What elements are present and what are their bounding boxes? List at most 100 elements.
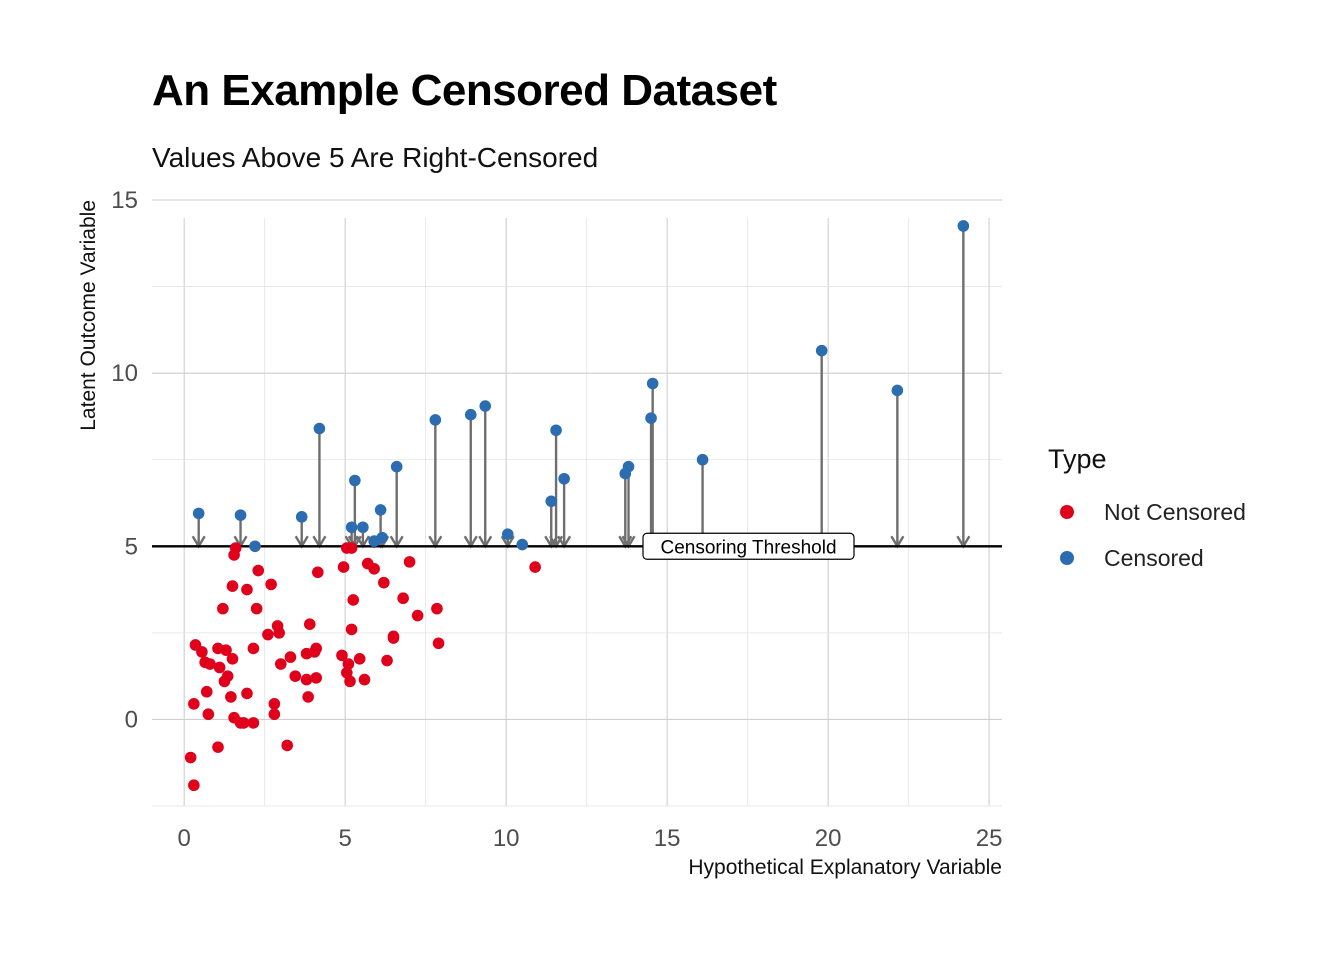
point-censored	[390, 460, 403, 473]
point-not-censored	[262, 628, 274, 641]
legend-title: Type	[1048, 444, 1107, 474]
y-tick-label: 5	[125, 533, 138, 560]
point-not-censored	[229, 542, 242, 554]
point-not-censored	[200, 685, 213, 698]
point-not-censored	[212, 741, 224, 753]
point-censored	[891, 384, 904, 397]
y-tick-label: 15	[111, 187, 138, 214]
legend-label-not-censored: Not Censored	[1104, 498, 1246, 525]
point-censored	[295, 511, 308, 523]
point-not-censored	[217, 602, 229, 615]
point-not-censored	[252, 564, 265, 577]
x-tick-label: 0	[178, 825, 191, 852]
point-censored	[249, 540, 261, 553]
legend-item-not-censored: Not Censored	[1060, 497, 1246, 527]
point-censored	[234, 509, 247, 521]
point-not-censored	[432, 637, 445, 650]
y-tick-label: 0	[125, 706, 138, 733]
point-censored	[645, 412, 657, 424]
point-censored	[345, 521, 358, 534]
point-not-censored	[358, 673, 371, 686]
point-not-censored	[250, 602, 263, 615]
point-not-censored	[237, 717, 250, 729]
point-censored	[429, 414, 442, 426]
point-not-censored	[345, 623, 358, 636]
point-not-censored	[184, 751, 197, 764]
point-not-censored	[284, 651, 297, 663]
point-censored	[501, 528, 514, 540]
point-not-censored	[411, 609, 424, 622]
point-not-censored	[221, 670, 234, 682]
grid-lines	[152, 199, 1002, 807]
point-not-censored	[196, 646, 208, 658]
point-not-censored	[188, 698, 200, 710]
point-not-censored	[265, 578, 277, 591]
axes: 0 5 10 15 20 25 0 5 10 15 Hypothetical Explanatory…	[77, 187, 1002, 879]
legend-label-censored: Censored	[1104, 544, 1204, 571]
point-censored	[349, 474, 361, 487]
point-not-censored	[368, 562, 380, 575]
point-censored	[815, 344, 828, 357]
point-censored	[479, 400, 492, 412]
y-tick-label: 10	[111, 360, 138, 387]
point-censored	[696, 453, 709, 466]
chart-subtitle: Values Above 5 Are Right-Censored	[152, 142, 599, 173]
point-not-censored	[312, 566, 324, 579]
point-not-censored	[225, 691, 237, 703]
x-tick-label: 10	[493, 825, 520, 852]
point-not-censored	[281, 739, 294, 752]
point-not-censored	[300, 673, 313, 686]
point-censored	[545, 495, 558, 508]
point-not-censored	[202, 708, 215, 721]
point-not-censored	[188, 779, 200, 792]
point-not-censored	[303, 618, 316, 630]
point-not-censored	[378, 576, 390, 589]
point-not-censored	[274, 658, 287, 670]
point-not-censored	[342, 658, 355, 670]
point-not-censored	[241, 583, 253, 596]
point-not-censored	[337, 561, 350, 573]
point-censored	[192, 507, 205, 520]
point-not-censored	[226, 653, 239, 665]
point-not-censored	[241, 687, 253, 700]
legend-swatch-not-censored	[1060, 505, 1074, 519]
threshold-label-box	[642, 532, 855, 560]
point-not-censored	[213, 661, 226, 674]
point-not-censored	[289, 670, 302, 682]
point-not-censored	[347, 594, 360, 606]
point-not-censored	[310, 642, 323, 655]
point-censored	[516, 538, 529, 551]
point-not-censored	[529, 561, 541, 573]
censoring-arrows	[191, 225, 971, 549]
point-not-censored	[273, 627, 285, 639]
chart-title: An Example Censored Dataset	[152, 66, 777, 115]
threshold-label: Censoring Threshold	[660, 537, 836, 558]
point-not-censored	[381, 654, 393, 667]
threshold-layer: Censoring Threshold	[152, 532, 1002, 560]
point-not-censored	[268, 708, 281, 721]
point-not-censored	[204, 658, 216, 670]
x-tick-label: 20	[815, 825, 842, 852]
point-censored	[622, 460, 635, 473]
point-censored	[374, 504, 387, 516]
point-censored	[357, 521, 369, 534]
point-not-censored	[310, 672, 323, 684]
x-tick-label: 25	[976, 825, 1003, 852]
point-censored	[464, 408, 477, 421]
point-not-censored	[268, 698, 281, 710]
point-not-censored	[387, 630, 400, 643]
point-not-censored	[397, 592, 409, 605]
point-not-censored	[344, 675, 356, 688]
point-not-censored	[353, 653, 366, 665]
legend-item-censored: Censored	[1060, 543, 1204, 573]
legend-swatch-censored	[1060, 551, 1074, 565]
x-tick-label: 15	[654, 825, 681, 852]
point-not-censored	[247, 642, 260, 655]
point-not-censored	[247, 717, 260, 729]
point-not-censored	[403, 556, 416, 568]
point-censored	[558, 472, 570, 485]
point-not-censored	[431, 602, 443, 615]
x-tick-label: 5	[339, 825, 352, 852]
point-censored	[376, 531, 389, 544]
